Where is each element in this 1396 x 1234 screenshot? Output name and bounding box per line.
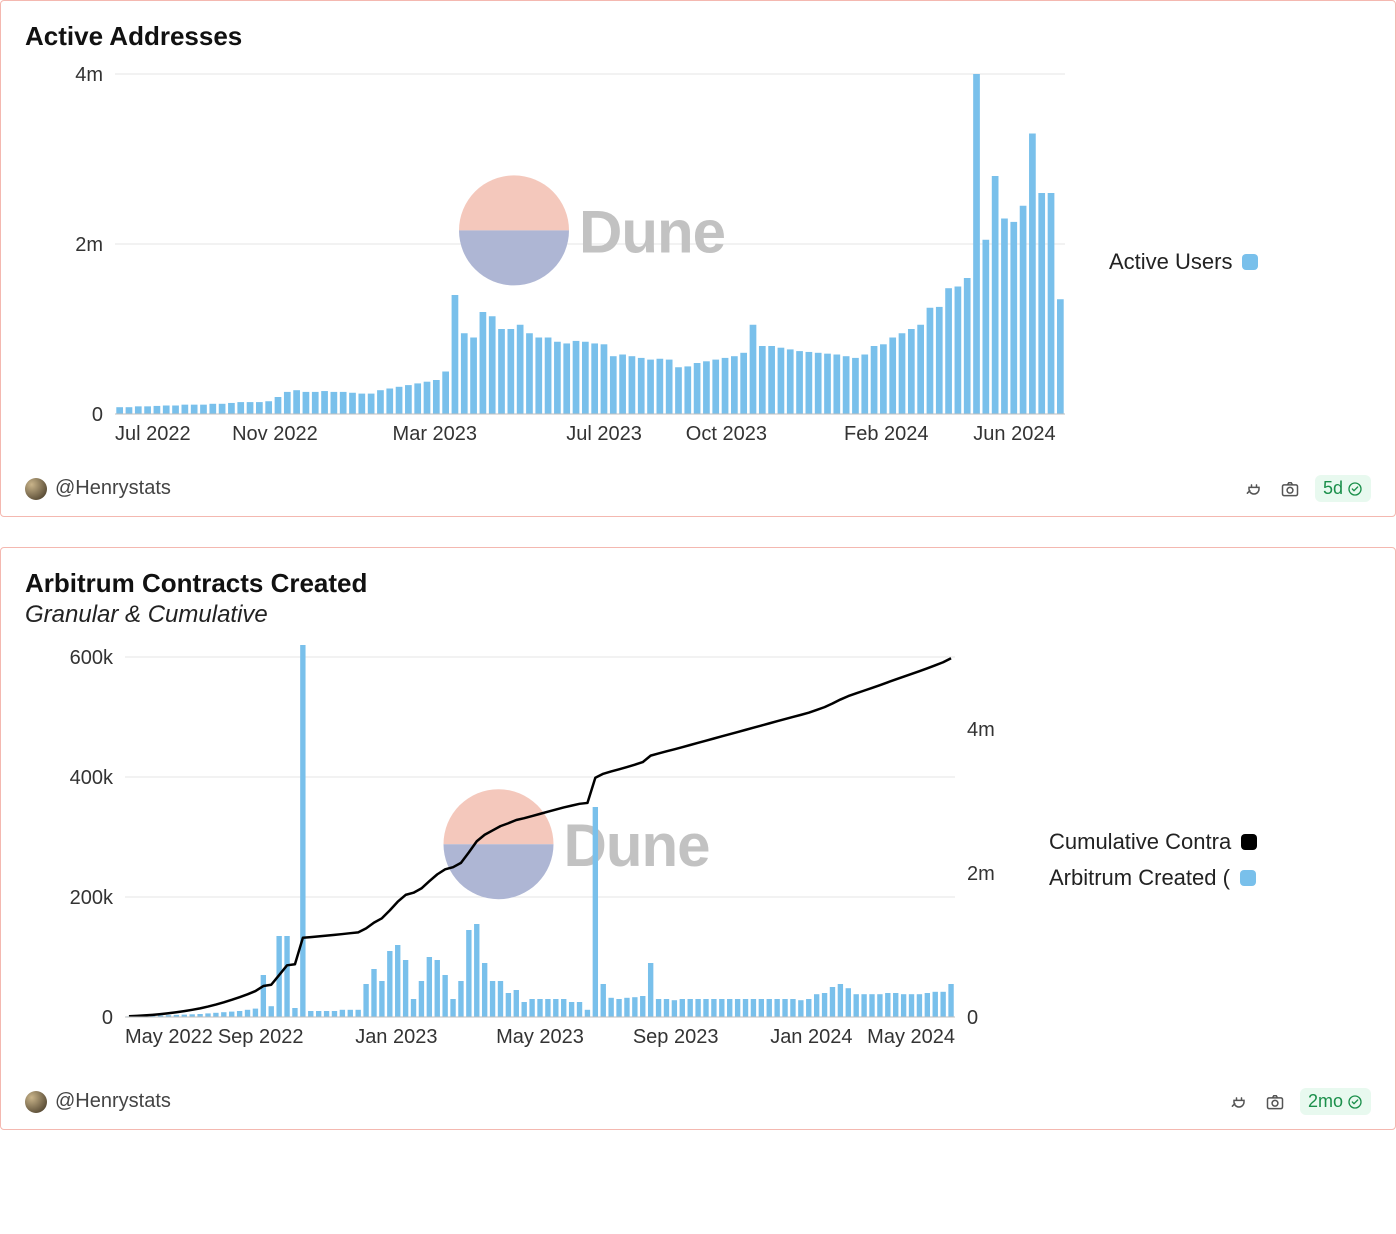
svg-text:Feb 2024: Feb 2024 bbox=[844, 423, 929, 445]
camera-icon[interactable] bbox=[1279, 478, 1301, 500]
age-badge[interactable]: 5d bbox=[1315, 475, 1371, 502]
svg-text:Jan 2024: Jan 2024 bbox=[770, 1026, 852, 1048]
card-title: Arbitrum Contracts Created bbox=[25, 568, 1371, 599]
svg-text:Sep 2022: Sep 2022 bbox=[218, 1026, 304, 1048]
svg-text:Oct 2023: Oct 2023 bbox=[686, 423, 767, 445]
avatar bbox=[25, 1091, 47, 1113]
bar-chart-svg: 0 2m 4m Dune Jul 2022 Nov 2022 Mar 2023 Jul 202… bbox=[25, 54, 1085, 464]
combo-chart-svg: 0 200k 400k 600k 0 2m 4m Dune May 2022Sep 2022 Ja… bbox=[25, 637, 1025, 1077]
legend-item[interactable]: Active Users bbox=[1109, 249, 1309, 275]
svg-text:Dune: Dune bbox=[579, 198, 725, 265]
svg-text:Dune: Dune bbox=[564, 812, 710, 879]
legend-item[interactable]: Arbitrum Created ( bbox=[1049, 865, 1257, 891]
svg-text:0: 0 bbox=[92, 404, 103, 426]
svg-text:0: 0 bbox=[102, 1007, 113, 1029]
card-subtitle: Granular & Cumulative bbox=[25, 601, 1371, 629]
svg-text:0: 0 bbox=[967, 1007, 978, 1029]
legend-label: Active Users bbox=[1109, 249, 1232, 275]
card-footer: @Henrystats 2mo bbox=[25, 1088, 1371, 1115]
chart-card-active-addresses: Active Addresses 0 2m 4m Dune Jul 2022 Nov 20… bbox=[0, 0, 1396, 517]
camera-icon[interactable] bbox=[1264, 1091, 1286, 1113]
legend-swatch bbox=[1241, 834, 1257, 850]
legend-item[interactable]: Cumulative Contra bbox=[1049, 829, 1257, 855]
svg-text:May 2023: May 2023 bbox=[496, 1026, 584, 1048]
age-badge[interactable]: 2mo bbox=[1300, 1088, 1371, 1115]
svg-text:600k: 600k bbox=[70, 647, 114, 669]
svg-text:200k: 200k bbox=[70, 887, 114, 909]
svg-text:May 2022: May 2022 bbox=[125, 1026, 213, 1048]
legend-label: Cumulative Contra bbox=[1049, 829, 1231, 855]
svg-text:4m: 4m bbox=[75, 64, 103, 86]
card-footer: @Henrystats 5d bbox=[25, 475, 1371, 502]
avatar bbox=[25, 478, 47, 500]
svg-text:Nov 2022: Nov 2022 bbox=[232, 423, 318, 445]
chart-card-contracts: Arbitrum Contracts Created Granular & Cu… bbox=[0, 547, 1396, 1130]
chart-area-2: 0 200k 400k 600k 0 2m 4m Dune May 2022Sep 2022 Ja… bbox=[25, 637, 1025, 1082]
svg-text:400k: 400k bbox=[70, 767, 114, 789]
author[interactable]: @Henrystats bbox=[25, 477, 171, 500]
svg-text:Mar 2023: Mar 2023 bbox=[393, 423, 478, 445]
age-text: 2mo bbox=[1308, 1091, 1343, 1112]
legend-2: Cumulative Contra Arbitrum Created ( bbox=[1049, 829, 1257, 891]
legend-label: Arbitrum Created ( bbox=[1049, 865, 1230, 891]
author-handle: @Henrystats bbox=[55, 477, 171, 500]
card-title: Active Addresses bbox=[25, 21, 1371, 52]
author-handle: @Henrystats bbox=[55, 1090, 171, 1113]
svg-text:4m: 4m bbox=[967, 719, 995, 741]
svg-text:May 2024: May 2024 bbox=[867, 1026, 955, 1048]
svg-text:Jan 2023: Jan 2023 bbox=[355, 1026, 437, 1048]
plug-icon[interactable] bbox=[1243, 478, 1265, 500]
legend-swatch bbox=[1242, 254, 1258, 270]
legend-1: Active Users bbox=[1109, 249, 1309, 275]
svg-text:Jun 2024: Jun 2024 bbox=[973, 423, 1055, 445]
svg-text:Jul 2023: Jul 2023 bbox=[566, 423, 642, 445]
svg-text:Sep 2023: Sep 2023 bbox=[633, 1026, 719, 1048]
svg-text:2m: 2m bbox=[75, 234, 103, 256]
chart-row: 0 2m 4m Dune Jul 2022 Nov 2022 Mar 2023 Jul 202… bbox=[25, 54, 1371, 469]
plug-icon[interactable] bbox=[1228, 1091, 1250, 1113]
author[interactable]: @Henrystats bbox=[25, 1090, 171, 1113]
chart-area-1: 0 2m 4m Dune Jul 2022 Nov 2022 Mar 2023 Jul 202… bbox=[25, 54, 1085, 469]
legend-swatch bbox=[1240, 870, 1256, 886]
footer-actions: 2mo bbox=[1228, 1088, 1371, 1115]
footer-actions: 5d bbox=[1243, 475, 1371, 502]
svg-text:2m: 2m bbox=[967, 863, 995, 885]
svg-text:Jul 2022: Jul 2022 bbox=[115, 423, 191, 445]
chart-row: 0 200k 400k 600k 0 2m 4m Dune May 2022Sep 2022 Ja… bbox=[25, 637, 1371, 1082]
age-text: 5d bbox=[1323, 478, 1343, 499]
